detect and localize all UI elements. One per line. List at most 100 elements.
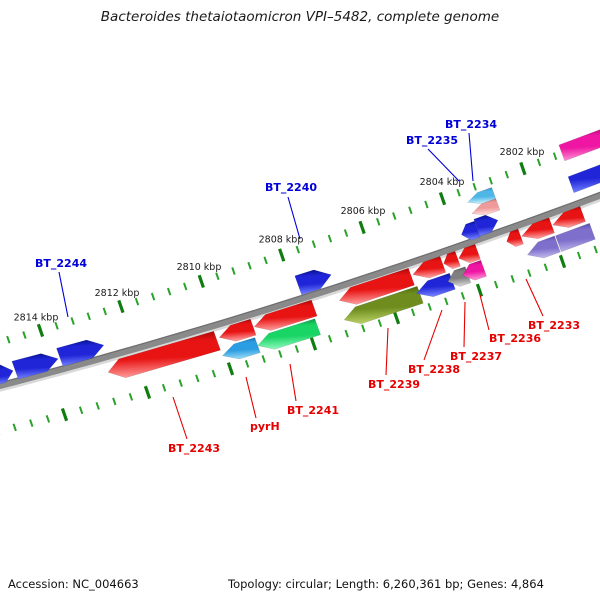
minor-tick — [166, 287, 172, 296]
minor-tick — [376, 217, 381, 226]
minor-tick — [278, 350, 283, 358]
gene-arrow-BT_2240[interactable] — [294, 269, 332, 296]
gene-label-BT_2238[interactable]: BT_2238 — [408, 363, 460, 376]
major-tick — [558, 254, 567, 269]
minor-tick — [86, 312, 91, 321]
gene-arrow[interactable] — [506, 228, 524, 248]
minor-tick — [294, 345, 300, 353]
minor-tick — [377, 319, 383, 327]
minor-tick — [6, 335, 11, 344]
gene-label-BT_2244[interactable]: BT_2244 — [35, 257, 87, 270]
scale-label: 2804 kbp — [420, 177, 465, 188]
genome-map: 2814 kbp 2812 kbp 2810 kbp 2808 kbp 2806 kbp… — [0, 118, 600, 455]
minor-tick — [54, 321, 59, 330]
gene-label-BT_2239[interactable]: BT_2239 — [368, 378, 420, 391]
gene-arrow[interactable] — [443, 250, 461, 270]
gene-arrow[interactable] — [552, 206, 586, 228]
minor-tick — [29, 419, 34, 428]
gene-arrow[interactable] — [473, 214, 499, 237]
minor-tick — [95, 401, 100, 410]
gene-arrow-BT_2241[interactable] — [257, 318, 321, 350]
gene-arrow[interactable] — [567, 159, 600, 194]
gene-arrow[interactable] — [218, 318, 257, 342]
gene-label-BT_2243[interactable]: BT_2243 — [168, 442, 220, 455]
minor-tick — [134, 297, 140, 306]
gene-label-BT_2241[interactable]: BT_2241 — [287, 404, 339, 417]
gene-label-BT_2240[interactable]: BT_2240 — [265, 181, 317, 194]
accession-label: Accession: NC_004663 — [8, 577, 139, 591]
scale-label: 2810 kbp — [177, 262, 222, 273]
gene-arrow[interactable] — [338, 267, 415, 305]
gene-arrow-BT_2243[interactable] — [107, 330, 221, 379]
gene-arrow-BT_2233[interactable] — [526, 235, 561, 259]
minor-tick — [12, 423, 17, 432]
minor-tick — [311, 240, 317, 249]
gene-label-BT_2233[interactable]: BT_2233 — [528, 319, 580, 332]
genome-title: Bacteroides thetaiotaomicron VPI–5482, c… — [100, 9, 500, 25]
gene-arrow-BT_2244[interactable] — [56, 339, 105, 367]
callout-line-BT_2239 — [385, 327, 389, 376]
callout-line-BT_2238 — [423, 309, 443, 361]
major-tick — [60, 407, 69, 422]
minor-tick — [128, 393, 134, 401]
minor-tick — [424, 200, 429, 209]
minor-tick — [460, 291, 466, 300]
gene-arrow[interactable] — [0, 364, 14, 386]
minor-tick — [295, 245, 300, 254]
genome-backbone — [0, 192, 600, 390]
major-tick — [519, 161, 527, 176]
minor-tick — [45, 415, 51, 423]
gene-arrow-BT_2236[interactable] — [462, 259, 487, 281]
minor-tick — [344, 329, 349, 338]
minor-tick — [327, 234, 333, 243]
gene-arrow[interactable] — [461, 220, 481, 241]
gene-label-pyrH[interactable]: pyrH — [250, 420, 280, 433]
gene-label-BT_2237[interactable]: BT_2237 — [450, 350, 502, 363]
gene-label-BT_2236[interactable]: BT_2236 — [489, 332, 541, 345]
gene-arrow[interactable] — [458, 243, 481, 264]
scale-label: 2812 kbp — [95, 288, 140, 299]
callout-line-BT_2244 — [58, 271, 69, 318]
minor-tick — [183, 282, 188, 291]
minor-tick — [195, 374, 200, 383]
callout-line-BT_2237 — [463, 301, 466, 348]
scale-label: 2808 kbp — [259, 235, 304, 246]
minor-tick — [178, 379, 183, 387]
major-tick — [117, 299, 125, 314]
minor-tick — [161, 383, 167, 392]
major-tick — [438, 191, 447, 206]
gene-arrow[interactable] — [11, 353, 59, 380]
minor-tick — [472, 182, 477, 191]
minor-tick — [576, 251, 582, 260]
callout-line-BT_2240 — [287, 196, 301, 240]
gene-arrow[interactable] — [555, 222, 596, 253]
minor-tick — [504, 170, 509, 179]
gene-label-BT_2234[interactable]: BT_2234 — [445, 118, 497, 131]
callout-line-BT_2241 — [289, 363, 297, 402]
minor-tick — [22, 331, 27, 339]
minor-tick — [215, 272, 220, 281]
major-tick — [143, 385, 152, 400]
minor-tick — [427, 303, 432, 311]
minor-tick — [343, 229, 349, 237]
scale-label: 2802 kbp — [500, 147, 545, 158]
gene-label-BT_2235[interactable]: BT_2235 — [406, 134, 458, 147]
gene-arrow-BT_2239[interactable] — [343, 285, 424, 325]
gene-arrow[interactable] — [253, 299, 318, 331]
minor-tick — [327, 334, 333, 343]
scale-label: 2814 kbp — [14, 313, 59, 324]
major-tick — [309, 337, 318, 351]
minor-tick — [392, 212, 397, 220]
gene-arrow[interactable] — [558, 128, 600, 162]
gene-arrow[interactable] — [412, 256, 447, 279]
callout-line-BT_2233 — [525, 278, 544, 317]
gene-arrow-BT_2235[interactable] — [471, 198, 501, 216]
status-bar: Accession: NC_004663 Topology: circular;… — [0, 575, 600, 600]
gene-arrow[interactable] — [521, 217, 555, 240]
minor-tick — [263, 256, 268, 265]
callout-line-BT_2235 — [427, 148, 460, 182]
gene-arrow-pyrH[interactable] — [222, 337, 261, 360]
gene-arrow-BT_2234[interactable] — [467, 187, 497, 205]
minor-tick — [361, 324, 366, 333]
genome-summary: Topology: circular; Length: 6,260,361 bp… — [228, 577, 544, 591]
